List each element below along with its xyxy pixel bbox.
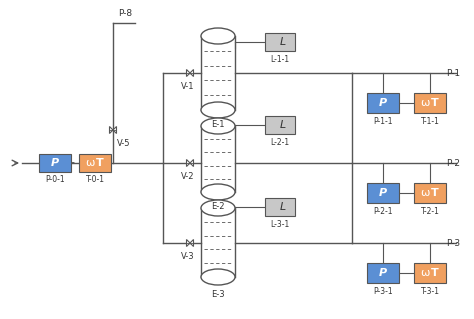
- FancyBboxPatch shape: [79, 154, 111, 172]
- Polygon shape: [113, 127, 117, 133]
- Text: P-3: P-3: [446, 239, 460, 248]
- Ellipse shape: [201, 269, 235, 285]
- Bar: [201, 208, 235, 277]
- Text: E-3: E-3: [211, 290, 225, 299]
- Text: T: T: [431, 268, 439, 278]
- Ellipse shape: [201, 28, 235, 44]
- Bar: [201, 126, 235, 192]
- Text: P: P: [379, 188, 387, 198]
- Text: P-0-1: P-0-1: [45, 175, 65, 184]
- Text: V-5: V-5: [117, 139, 130, 148]
- Text: P-1-1: P-1-1: [373, 117, 393, 126]
- Ellipse shape: [201, 200, 235, 216]
- Text: V-3: V-3: [181, 252, 195, 261]
- Text: L: L: [280, 37, 286, 47]
- FancyBboxPatch shape: [367, 93, 399, 113]
- Text: L-3-1: L-3-1: [270, 220, 290, 229]
- Text: P-2-1: P-2-1: [373, 207, 393, 216]
- Polygon shape: [190, 240, 193, 247]
- Text: T: T: [431, 188, 439, 198]
- Text: L-1-1: L-1-1: [271, 55, 290, 64]
- Text: T-3-1: T-3-1: [420, 287, 439, 296]
- FancyBboxPatch shape: [367, 263, 399, 283]
- FancyBboxPatch shape: [265, 33, 295, 51]
- Text: P-1: P-1: [446, 69, 460, 78]
- Text: P-8: P-8: [118, 9, 132, 18]
- Text: T: T: [431, 98, 439, 108]
- Text: L: L: [280, 202, 286, 212]
- Ellipse shape: [201, 102, 235, 118]
- Polygon shape: [190, 160, 193, 167]
- Text: P-3-1: P-3-1: [373, 287, 393, 296]
- Text: P: P: [379, 98, 387, 108]
- FancyBboxPatch shape: [414, 263, 446, 283]
- Polygon shape: [190, 70, 193, 77]
- Polygon shape: [186, 160, 190, 167]
- Text: V-1: V-1: [181, 82, 195, 91]
- Text: E-2: E-2: [211, 202, 225, 211]
- Text: ω: ω: [420, 188, 430, 198]
- FancyBboxPatch shape: [414, 93, 446, 113]
- Text: T: T: [96, 158, 104, 168]
- Text: T-2-1: T-2-1: [420, 207, 439, 216]
- Polygon shape: [109, 127, 113, 133]
- FancyBboxPatch shape: [265, 198, 295, 216]
- Text: ω: ω: [420, 268, 430, 278]
- Text: L: L: [280, 120, 286, 130]
- Text: P-2: P-2: [446, 159, 460, 167]
- Text: T-0-1: T-0-1: [85, 175, 104, 184]
- FancyBboxPatch shape: [414, 183, 446, 203]
- FancyBboxPatch shape: [367, 183, 399, 203]
- FancyBboxPatch shape: [265, 116, 295, 134]
- Ellipse shape: [201, 184, 235, 200]
- Text: T-1-1: T-1-1: [420, 117, 439, 126]
- Text: L-2-1: L-2-1: [271, 138, 290, 147]
- Text: P: P: [51, 158, 59, 168]
- Text: V-2: V-2: [181, 172, 195, 181]
- Polygon shape: [186, 240, 190, 247]
- FancyBboxPatch shape: [39, 154, 71, 172]
- Text: ω: ω: [85, 158, 95, 168]
- Polygon shape: [186, 70, 190, 77]
- Text: ω: ω: [420, 98, 430, 108]
- Bar: [201, 36, 235, 110]
- Ellipse shape: [201, 118, 235, 134]
- Text: E-1: E-1: [211, 120, 225, 129]
- Text: P: P: [379, 268, 387, 278]
